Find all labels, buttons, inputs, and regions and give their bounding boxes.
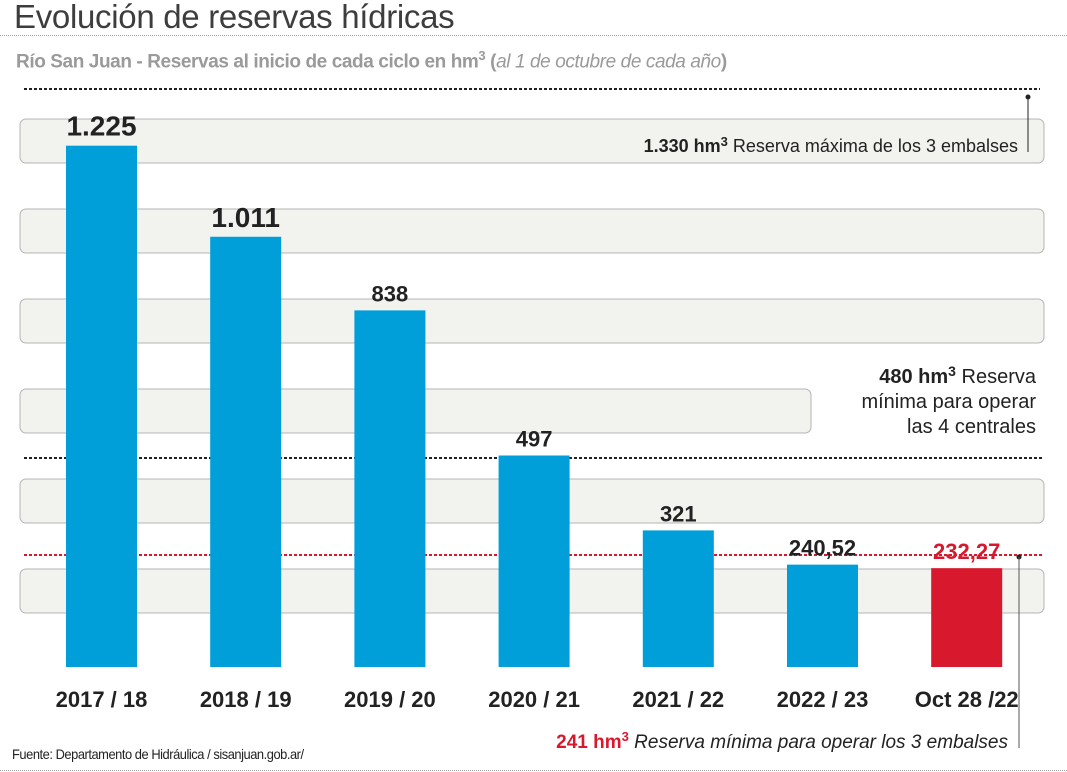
background-band — [20, 299, 1044, 343]
annotation-sup: 3 — [721, 134, 728, 149]
value-label: 232,27 — [933, 539, 1000, 564]
annotation-label: las 4 centrales — [907, 416, 1036, 438]
annotation-value: 480 hm — [879, 366, 948, 388]
x-tick-label: 2022 / 23 — [777, 687, 869, 712]
x-tick-label: Oct 28 /22 — [915, 687, 1019, 712]
bar — [354, 310, 425, 667]
min-reserve-3-annotation: 241 hm3 Reserva mínima para operar los 3… — [556, 729, 1008, 753]
annotation-label: Reserva — [956, 366, 1037, 388]
bar — [499, 455, 570, 667]
annotation-sup: 3 — [948, 363, 956, 379]
bar — [931, 568, 1002, 667]
background-band — [20, 209, 1044, 253]
source-footer: Fuente: Departamento de Hidráulica / sis… — [12, 746, 304, 762]
bottom-divider — [0, 770, 1067, 771]
value-label: 321 — [660, 501, 697, 526]
value-label: 240,52 — [789, 536, 856, 561]
value-label: 497 — [516, 426, 553, 451]
bar — [210, 237, 281, 667]
max-reserve-annotation: 1.330 hm3 Reserva máxima de los 3 embals… — [644, 134, 1018, 156]
x-tick-label: 2017 / 18 — [56, 687, 148, 712]
value-label: 1.225 — [66, 111, 136, 142]
x-tick-label: 2019 / 20 — [344, 687, 436, 712]
annotation-label: Reserva máxima de los 3 embalses — [728, 136, 1018, 156]
x-tick-labels: 2017 / 18 2018 / 19 2019 / 20 2020 / 21 2021… — [56, 687, 1019, 712]
bar — [643, 530, 714, 667]
x-tick-label: 2018 / 19 — [200, 687, 292, 712]
annotation-sup: 3 — [622, 729, 629, 744]
x-tick-label: 2020 / 21 — [488, 687, 580, 712]
annotation-label: Reserva mínima para operar los 3 embalse… — [629, 732, 1009, 753]
annotation-value: 1.330 hm — [644, 136, 721, 156]
bar — [787, 565, 858, 667]
min-reserve-4-annotation: 480 hm3 Reserva — [879, 363, 1037, 388]
x-tick-label: 2021 / 22 — [632, 687, 724, 712]
annotation-label: mínima para operar — [861, 391, 1036, 413]
bar — [66, 146, 137, 667]
value-label: 1.011 — [211, 202, 280, 233]
annotation-value: 241 hm — [556, 732, 621, 753]
value-label: 838 — [372, 281, 409, 306]
